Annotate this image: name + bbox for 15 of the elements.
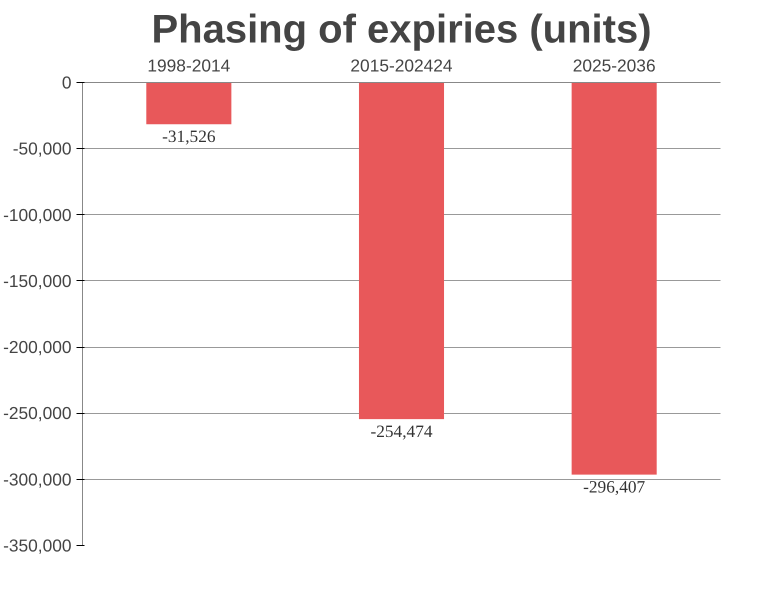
x-tick-label: 2025-2036 [572, 56, 656, 76]
y-tick-label: -150,000 [3, 270, 72, 291]
y-tick-label: -50,000 [12, 138, 72, 159]
y-tick-label: -100,000 [3, 204, 72, 225]
y-tick-label: 0 [62, 72, 72, 92]
chart-title: Phasing of expiries (units) [151, 8, 652, 52]
data-label: -31,526 [162, 127, 216, 146]
y-tick-label: -200,000 [3, 337, 72, 358]
data-label: -254,474 [370, 422, 433, 442]
y-tick-label: -250,000 [3, 403, 72, 424]
x-tick-label: 2015-202424 [350, 56, 453, 76]
x-tick-label: 1998-2014 [147, 56, 231, 76]
y-tick-label: -350,000 [3, 536, 72, 556]
y-tick-label: -300,000 [3, 469, 72, 490]
data-label: -296,407 [583, 478, 646, 497]
